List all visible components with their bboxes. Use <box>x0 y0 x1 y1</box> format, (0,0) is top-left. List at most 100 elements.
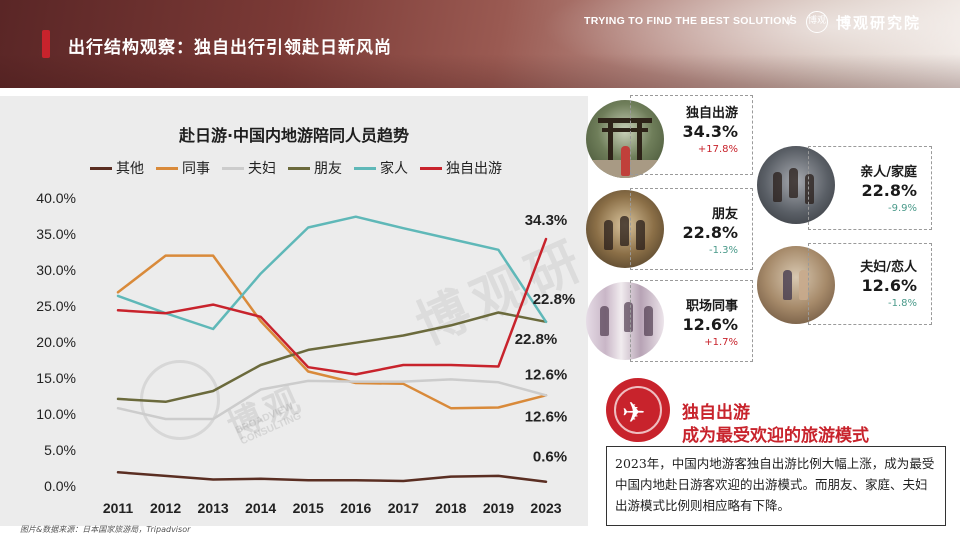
couple-photo <box>757 246 835 324</box>
header-ridge <box>0 54 960 88</box>
office-colleagues-photo <box>586 282 664 360</box>
tagline: TRYING TO FIND THE BEST SOLUTIONS <box>584 15 797 27</box>
y-tick-label-5: 15.0% <box>36 370 76 386</box>
couple-figure-2 <box>799 270 808 300</box>
legend-label-2: 夫妇 <box>248 161 276 177</box>
highlight-box: 2023年，中国内地游客独自出游比例大幅上涨，成为最受中国内地赴日游客欢迎的出游… <box>606 446 946 526</box>
y-tick-label-0: 40.0% <box>36 190 76 206</box>
legend-swatch-0 <box>90 166 112 170</box>
card-couple: 夫妇/恋人 12.6% -1.8% <box>808 243 932 325</box>
card-family-label: 亲人/家庭 <box>860 165 917 180</box>
highlight-body: 2023年，中国内地游客独自出游比例大幅上涨，成为最受中国内地赴日游客欢迎的出游… <box>615 456 935 513</box>
globe-icon <box>614 386 662 434</box>
y-tick-label-6: 10.0% <box>36 406 76 422</box>
legend-item-3: 朋友 <box>288 158 342 178</box>
torii-lintel <box>602 128 648 132</box>
y-tick-label-2: 30.0% <box>36 262 76 278</box>
series-line-3 <box>116 311 548 404</box>
data-label-4: 12.6% <box>525 408 568 425</box>
couple-figure-1 <box>783 270 792 300</box>
x-tick-label-0: 2011 <box>103 500 134 516</box>
x-tick-label-5: 2016 <box>340 500 371 516</box>
card-friends: 朋友 22.8% -1.3% <box>630 188 753 270</box>
line-chart: 40.0% 35.0% 30.0% 25.0% 20.0% 15.0% 10.0% 5.0% 0… <box>36 190 576 516</box>
card-friends-text: 朋友 22.8% -1.3% <box>682 207 738 260</box>
card-couple-text: 夫妇/恋人 12.6% -1.8% <box>860 260 917 313</box>
x-tick-label-7: 2018 <box>435 500 466 516</box>
legend-label-4: 家人 <box>380 161 408 177</box>
legend-label-1: 同事 <box>182 161 210 177</box>
card-office-text: 职场同事 12.6% +1.7% <box>682 299 738 352</box>
header-mist <box>540 0 960 88</box>
data-label-5: 0.6% <box>533 449 567 466</box>
card-solo-travel: 独自出游 34.3% +17.8% <box>630 95 753 175</box>
card-solo-change: +17.8% <box>697 144 738 155</box>
brand-logo-icon: 博观 <box>806 11 828 33</box>
card-office-colleagues: 职场同事 12.6% +1.7% <box>630 280 753 362</box>
friend-figure-3 <box>636 220 645 250</box>
data-label-0: 34.3% <box>525 212 568 229</box>
card-couple-value: 12.6% <box>861 276 917 295</box>
colleague-figure-3 <box>644 306 653 336</box>
chart-title: 赴日游·中国内地游陪同人员趋势 <box>178 126 410 145</box>
family-figure-3 <box>805 174 814 204</box>
colleague-figure-1 <box>600 306 609 336</box>
legend-label-0: 其他 <box>116 161 144 177</box>
legend-swatch-3 <box>288 166 310 170</box>
card-solo-label: 独自出游 <box>685 106 738 121</box>
highlight-title-line2: 成为最受欢迎的旅游模式 <box>682 426 869 446</box>
series-line-5 <box>116 237 548 376</box>
series-line-0 <box>116 471 548 483</box>
series-line-2 <box>116 378 548 421</box>
card-solo-text: 独自出游 34.3% +17.8% <box>682 106 738 159</box>
y-tick-label-1: 35.0% <box>36 226 76 242</box>
data-label-2: 22.8% <box>515 331 558 348</box>
x-tick-label-6: 2017 <box>388 500 419 516</box>
card-friends-change: -1.3% <box>708 245 738 256</box>
tagline-separator: / <box>788 13 793 27</box>
x-tick-label-8: 2019 <box>483 500 514 516</box>
legend-swatch-1 <box>156 166 178 170</box>
card-family-text: 亲人/家庭 22.8% -9.9% <box>860 165 917 218</box>
x-tick-label-2: 2013 <box>198 500 229 516</box>
card-office-change: +1.7% <box>704 337 738 348</box>
card-friends-value: 22.8% <box>682 223 738 242</box>
card-friends-label: 朋友 <box>711 207 738 222</box>
source-note: 图片&数据来源：日本国家旅游局，Tripadvisor <box>20 525 191 534</box>
card-family: 亲人/家庭 22.8% -9.9% <box>808 146 932 230</box>
y-tick-label-8: 0.0% <box>44 478 76 494</box>
x-tick-label-4: 2015 <box>293 500 324 516</box>
title-accent-bar <box>42 30 50 58</box>
plane-icon: ✈ <box>622 396 646 429</box>
page-title: 出行结构观察：独自出行引领赴日新风尚 <box>68 38 392 58</box>
series-line-4 <box>116 215 548 331</box>
series-line-1 <box>116 254 548 410</box>
y-tick-label-4: 20.0% <box>36 334 76 350</box>
friend-figure-2 <box>620 216 629 246</box>
family-photo <box>757 146 835 224</box>
card-office-label: 职场同事 <box>685 299 738 314</box>
card-couple-label: 夫妇/恋人 <box>860 260 917 275</box>
x-tick-label-1: 2012 <box>150 500 181 516</box>
chart-legend: 其他 同事 夫妇 朋友 家人 独自出游 <box>90 158 502 178</box>
solo-traveler-figure <box>621 146 630 176</box>
x-tick-label-9: 2023 <box>530 500 561 516</box>
family-figure-2 <box>789 168 798 198</box>
legend-swatch-4 <box>354 166 376 170</box>
legend-swatch-2 <box>222 166 244 170</box>
card-office-value: 12.6% <box>682 315 738 334</box>
data-label-1: 22.8% <box>533 291 576 308</box>
legend-label-3: 朋友 <box>314 161 342 177</box>
card-family-change: -9.9% <box>887 203 917 214</box>
torii-post-right <box>637 120 642 170</box>
torii-post-left <box>608 120 613 170</box>
header-banner <box>0 0 960 88</box>
colleague-figure-2 <box>624 302 633 332</box>
legend-swatch-5 <box>420 166 442 170</box>
legend-item-0: 其他 <box>90 158 144 178</box>
card-family-value: 22.8% <box>861 181 917 200</box>
plane-globe-badge: ✈ <box>606 378 670 442</box>
data-label-3: 12.6% <box>525 366 568 383</box>
legend-label-5: 独自出游 <box>446 161 502 177</box>
legend-item-5: 独自出游 <box>420 158 502 178</box>
